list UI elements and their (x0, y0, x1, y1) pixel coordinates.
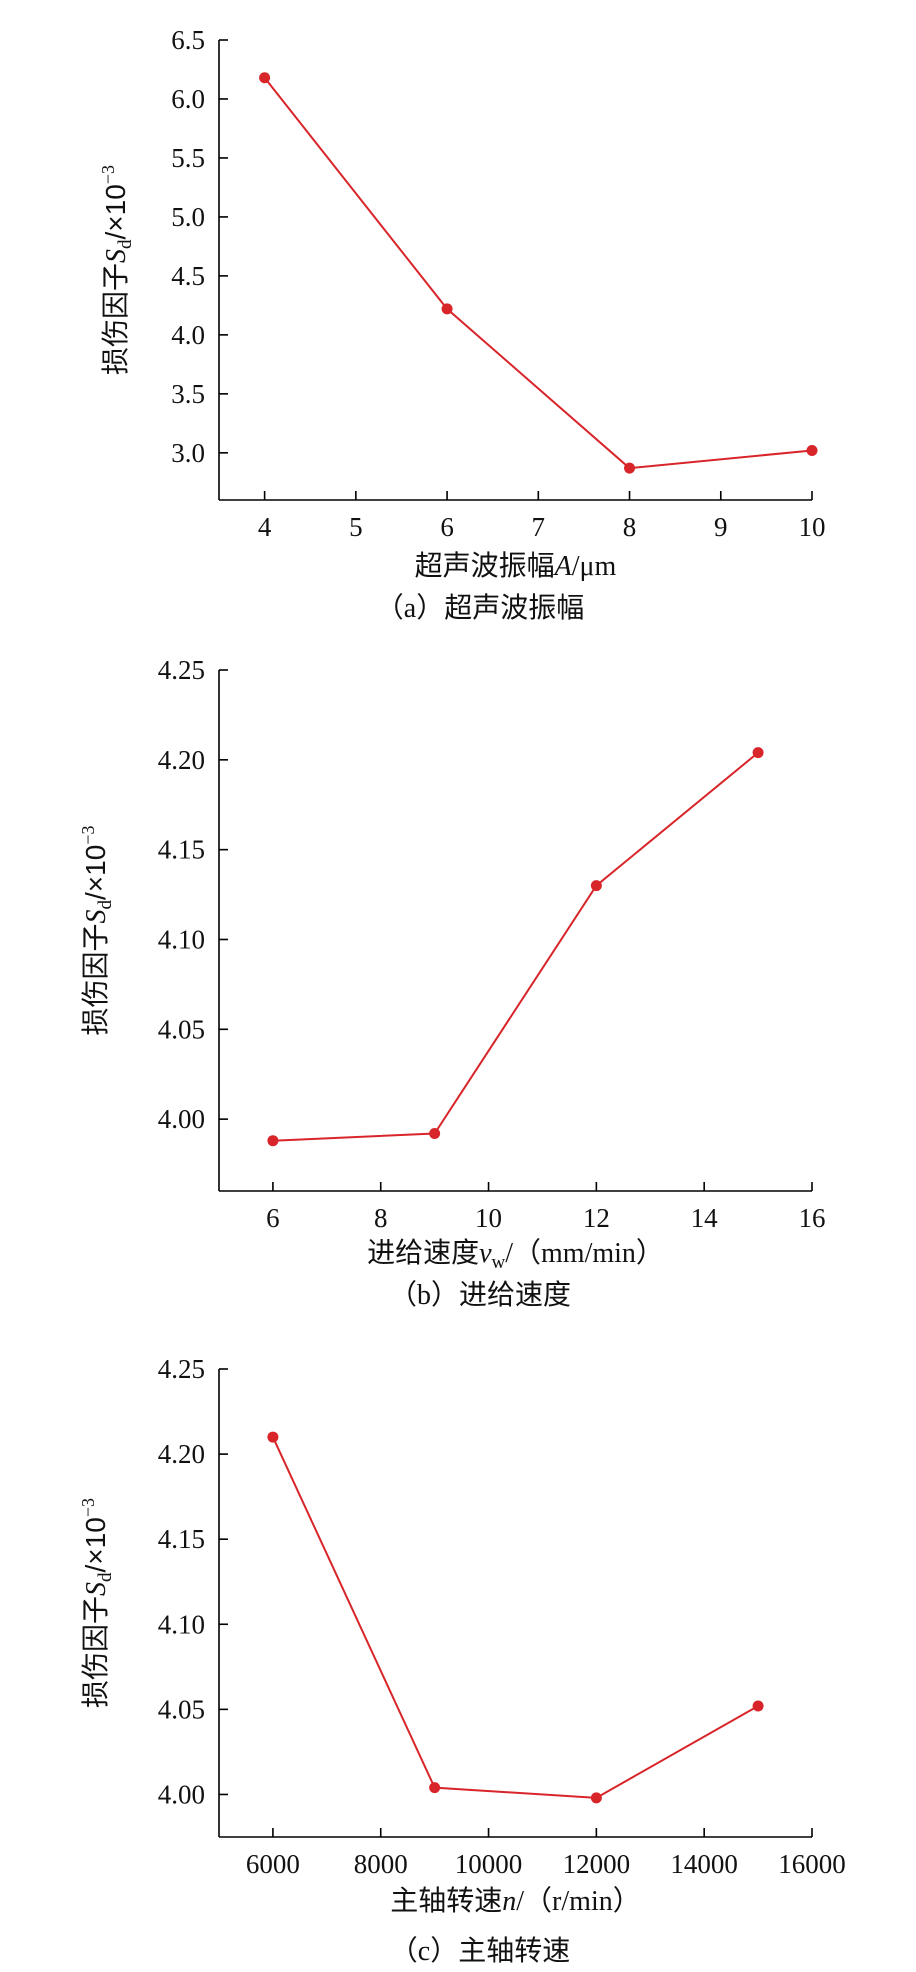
x-tick-label: 10000 (455, 1849, 523, 1879)
chart-panel-a: 3.0 3.5 4.0 4.5 5.0 5.5 6.0 6.5 4 5 6 7 8 9 10 超声波振幅A/μ… (98, 25, 826, 624)
y-tick-label: 3.0 (171, 438, 205, 468)
data-point (267, 1135, 279, 1147)
y-tick-label: 5.0 (171, 202, 205, 232)
data-point (259, 72, 271, 84)
y-tick-label: 4.05 (158, 1694, 205, 1724)
y-tick-label: 4.00 (158, 1779, 205, 1809)
x-tick-label: 5 (349, 512, 363, 542)
y-tick-label: 4.25 (158, 655, 205, 685)
y-axis-title: 损伤因子Sd/×10−3 (78, 1498, 116, 1708)
x-tick-label: 16000 (778, 1849, 846, 1879)
x-tick-label: 6 (440, 512, 454, 542)
data-point (624, 462, 636, 474)
y-tick-label: 4.00 (158, 1104, 205, 1134)
chart-panel-b: 4.00 4.05 4.10 4.15 4.20 4.25 6 8 10 12 14 16 进给速度vw… (78, 655, 826, 1311)
data-point (752, 747, 764, 759)
series-line (263, 77, 813, 470)
data-point (590, 880, 602, 892)
y-tick-label: 4.20 (158, 1439, 205, 1469)
x-axis-title: 进给速度vw/（mm/min） (367, 1237, 664, 1273)
data-point (806, 444, 818, 456)
x-axis-title: 超声波振幅A/μm (415, 550, 617, 582)
y-tick-label: 4.15 (158, 835, 205, 865)
x-tick-label: 8 (623, 512, 637, 542)
x-tick-label: 14000 (670, 1849, 738, 1879)
x-tick-label: 8000 (354, 1849, 408, 1879)
x-tick-label: 4 (258, 512, 272, 542)
y-tick-label: 6.0 (171, 84, 205, 114)
y-tick-label: 6.5 (171, 25, 205, 55)
x-tick-label: 12000 (563, 1849, 631, 1879)
data-point (429, 1782, 441, 1794)
y-tick-label: 4.05 (158, 1014, 205, 1044)
y-tick-label: 4.10 (158, 1609, 205, 1639)
x-tick-label: 6 (266, 1203, 280, 1233)
x-tick-label: 8 (374, 1203, 388, 1233)
x-tick-label: 16 (799, 1203, 826, 1233)
data-point (267, 1431, 279, 1443)
y-tick-label: 4.5 (171, 261, 205, 291)
x-tick-label: 7 (532, 512, 546, 542)
y-tick-label: 4.20 (158, 745, 205, 775)
x-tick-label: 14 (691, 1203, 719, 1233)
x-tick-label: 6000 (246, 1849, 300, 1879)
y-axis-title: 损伤因子Sd/×10−3 (78, 826, 116, 1036)
chart-caption: （a）超声波振幅 (376, 592, 584, 624)
x-tick-label: 10 (475, 1203, 502, 1233)
x-axis-title: 主轴转速n/（r/min） (390, 1885, 640, 1917)
data-point (429, 1128, 441, 1140)
data-point (590, 1792, 602, 1804)
x-tick-label: 12 (583, 1203, 610, 1233)
y-tick-label: 4.15 (158, 1524, 205, 1554)
y-tick-label: 4.0 (171, 320, 205, 350)
series-line (272, 751, 759, 1142)
x-tick-label: 10 (799, 512, 826, 542)
y-tick-label: 5.5 (171, 143, 205, 173)
chart-panel-c: 4.00 4.05 4.10 4.15 4.20 4.25 6000 8000 10000 120… (78, 1354, 846, 1967)
data-point (441, 303, 453, 315)
series-line (272, 1436, 759, 1799)
x-tick-label: 9 (714, 512, 728, 542)
data-point (752, 1700, 764, 1712)
y-tick-label: 3.5 (171, 379, 205, 409)
y-tick-label: 4.25 (158, 1354, 205, 1384)
chart-caption: （c）主轴转速 (390, 1935, 570, 1967)
chart-caption: （b）进给速度 (389, 1279, 571, 1311)
y-tick-label: 4.10 (158, 924, 205, 954)
y-axis-title: 损伤因子Sd/×10−3 (98, 165, 136, 375)
